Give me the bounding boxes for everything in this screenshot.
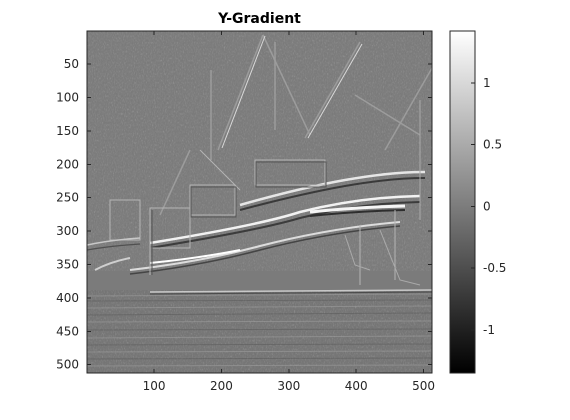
plot-title: Y-Gradient <box>217 11 301 27</box>
y-axis: 50 100 150 200 250 300 350 400 450 500 <box>56 57 432 372</box>
colorbar-frame <box>449 30 476 374</box>
colorbar-tick-label: 1 <box>483 76 491 90</box>
y-tick-label: 450 <box>56 324 79 338</box>
y-tick-label: 150 <box>56 124 79 138</box>
colorbar: 1 0.5 0 -0.5 -1 <box>449 30 506 374</box>
colorbar-tick-label: -0.5 <box>483 261 506 275</box>
image-axes-frame <box>86 30 433 374</box>
y-tick-label: 300 <box>56 224 79 238</box>
colorbar-tick-label: 0 <box>483 199 491 213</box>
y-tick-label: 100 <box>56 90 79 104</box>
gradient-image <box>87 31 432 373</box>
x-tick-label: 300 <box>277 379 300 393</box>
x-tick-label: 400 <box>345 379 368 393</box>
y-tick-label: 400 <box>56 291 79 305</box>
x-tick-label: 200 <box>210 379 233 393</box>
y-tick-label: 250 <box>56 191 79 205</box>
y-tick-label: 500 <box>56 358 79 372</box>
y-tick-label: 200 <box>56 157 79 171</box>
colorbar-tick-label: 0.5 <box>483 138 502 152</box>
colorbar-ticks: 1 0.5 0 -0.5 -1 <box>471 76 506 337</box>
colorbar-gradient <box>450 31 475 373</box>
colorbar-tick-label: -1 <box>483 323 495 337</box>
y-tick-label: 50 <box>64 57 79 71</box>
x-tick-label: 500 <box>412 379 435 393</box>
y-tick-label: 350 <box>56 257 79 271</box>
x-tick-label: 100 <box>143 379 166 393</box>
x-axis: 100 200 300 400 500 <box>143 31 435 393</box>
